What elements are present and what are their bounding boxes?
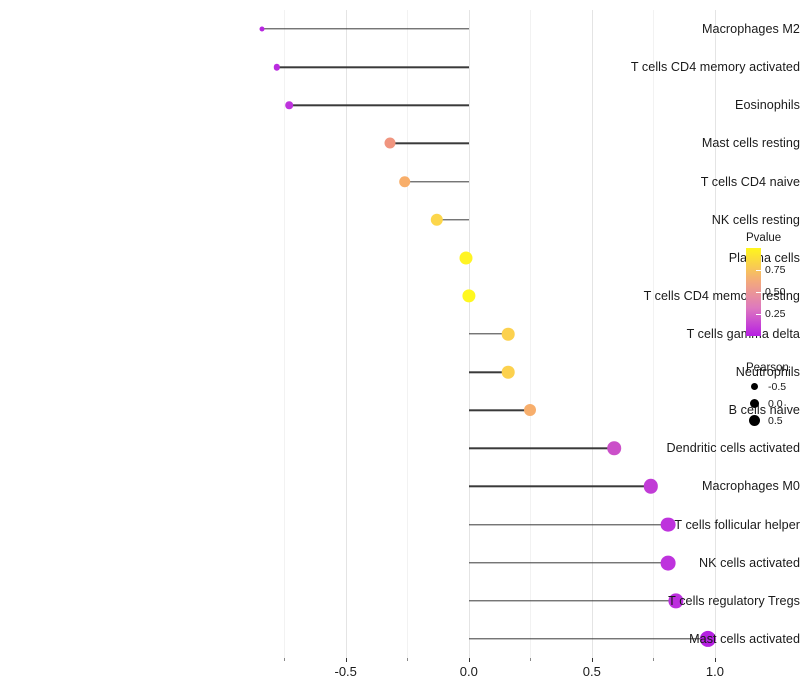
lollipop-dot[interactable] bbox=[462, 289, 476, 303]
x-tick-label: 0.0 bbox=[459, 664, 478, 679]
x-tick-minor bbox=[653, 658, 655, 661]
gridline-minor bbox=[407, 10, 409, 658]
lollipop-dot[interactable] bbox=[273, 63, 280, 71]
x-tick-major bbox=[714, 658, 716, 662]
lollipop-stem bbox=[468, 638, 708, 640]
category-label: T cells gamma delta bbox=[686, 327, 800, 341]
lollipop-dot[interactable] bbox=[607, 441, 621, 456]
x-axis: -0.5 0.0 0.5 1.0 bbox=[238, 658, 738, 700]
colorbar-tick bbox=[756, 314, 761, 315]
x-tick-label: -0.5 bbox=[334, 664, 357, 679]
category-label: Mast cells resting bbox=[701, 136, 800, 151]
category-label: Macrophages M2 bbox=[701, 22, 800, 37]
lollipop-stem bbox=[468, 523, 669, 526]
size-legend-row: 0.0 bbox=[746, 395, 800, 412]
gridline-minor bbox=[530, 10, 532, 658]
lollipop-stem bbox=[289, 104, 469, 106]
lollipop-stem bbox=[276, 66, 469, 68]
category-label: Neutrophils bbox=[735, 365, 800, 380]
gridline-major bbox=[714, 10, 716, 658]
category-label: Dendritic cells activated bbox=[666, 441, 800, 456]
size-legend-dot bbox=[751, 383, 758, 390]
legend-area: Pvalue 0.75 0.50 0.25 Pearson -0.5 0.0 0.5 bbox=[746, 232, 800, 429]
x-tick-major bbox=[468, 658, 470, 662]
colorbar-tick-label: 0.50 bbox=[765, 286, 786, 298]
lollipop-dot[interactable] bbox=[667, 593, 684, 609]
plot-panel bbox=[238, 10, 738, 658]
size-legend-label: 0.5 bbox=[768, 414, 783, 427]
lollipop-stem bbox=[468, 600, 676, 602]
lollipop-dot[interactable] bbox=[501, 365, 515, 379]
gridline-major bbox=[345, 10, 347, 658]
colorbar-tick bbox=[756, 270, 761, 271]
size-legend-dot bbox=[750, 399, 759, 408]
category-label: T cells follicular helper bbox=[674, 517, 800, 532]
lollipop-dot[interactable] bbox=[660, 517, 676, 532]
x-tick-label: 1.0 bbox=[705, 664, 724, 679]
size-legend-label: -0.5 bbox=[768, 380, 787, 393]
lollipop-stem bbox=[404, 180, 469, 183]
size-legend-dot-cell bbox=[746, 415, 763, 426]
category-label: Mast cells activated bbox=[689, 631, 800, 646]
lollipop-stem bbox=[468, 447, 614, 450]
x-tick-label: 0.5 bbox=[582, 664, 601, 679]
pvalue-colorbar: 0.75 0.50 0.25 bbox=[746, 248, 800, 336]
size-legend-dot-cell bbox=[746, 399, 763, 408]
category-label: T cells regulatory Tregs bbox=[668, 593, 800, 608]
category-label: Macrophages M0 bbox=[701, 479, 800, 494]
lollipop-dot[interactable] bbox=[459, 251, 473, 265]
lollipop-stem bbox=[262, 28, 469, 30]
x-tick-major bbox=[591, 658, 593, 662]
colorbar-tick-label: 0.75 bbox=[765, 264, 786, 276]
category-label: B cells naive bbox=[728, 403, 800, 418]
category-label: T cells CD4 naive bbox=[700, 174, 800, 189]
size-legend-label: 0.0 bbox=[768, 397, 783, 410]
lollipop-stem bbox=[436, 218, 469, 221]
x-tick-minor bbox=[407, 658, 409, 661]
lollipop-stem bbox=[468, 371, 509, 373]
colorbar-tick-label: 0.25 bbox=[765, 308, 786, 320]
size-legend-row: -0.5 bbox=[746, 378, 800, 395]
gridline-minor bbox=[284, 10, 286, 658]
lollipop-stem bbox=[468, 485, 651, 488]
category-label: NK cells resting bbox=[711, 212, 800, 227]
size-legend-dot-cell bbox=[746, 383, 763, 390]
category-label: T cells CD4 memory activated bbox=[630, 60, 800, 75]
lollipop-dot[interactable] bbox=[699, 630, 716, 648]
lollipop-dot[interactable] bbox=[524, 404, 537, 417]
lollipop-stem bbox=[468, 409, 531, 411]
lollipop-dot[interactable] bbox=[430, 213, 443, 226]
gridline-minor bbox=[653, 10, 655, 658]
lollipop-dot[interactable] bbox=[643, 479, 659, 494]
lollipop-dot[interactable] bbox=[501, 327, 515, 341]
lollipop-stem bbox=[468, 562, 669, 564]
lollipop-stem bbox=[390, 142, 469, 145]
lollipop-dot[interactable] bbox=[285, 101, 293, 110]
lollipop-dot[interactable] bbox=[384, 137, 396, 149]
lollipop-dot[interactable] bbox=[660, 555, 676, 571]
pearson-legend-title: Pearson bbox=[746, 362, 789, 374]
lollipop-stem bbox=[468, 333, 509, 335]
x-tick-minor bbox=[530, 658, 532, 661]
colorbar-tick bbox=[756, 292, 761, 293]
size-legend-row: 0.5 bbox=[746, 412, 800, 429]
pvalue-legend-title: Pvalue bbox=[746, 232, 782, 244]
x-tick-major bbox=[345, 658, 347, 662]
gridline-major bbox=[591, 10, 593, 658]
lollipop-dot[interactable] bbox=[398, 175, 411, 188]
category-label: Eosinophils bbox=[735, 98, 800, 113]
pearson-size-legend: Pearson -0.5 0.0 0.5 bbox=[746, 362, 800, 429]
lollipop-dot[interactable] bbox=[259, 26, 265, 32]
category-label: NK cells activated bbox=[699, 555, 800, 570]
size-legend-dot bbox=[749, 415, 760, 426]
x-tick-minor bbox=[284, 658, 286, 661]
